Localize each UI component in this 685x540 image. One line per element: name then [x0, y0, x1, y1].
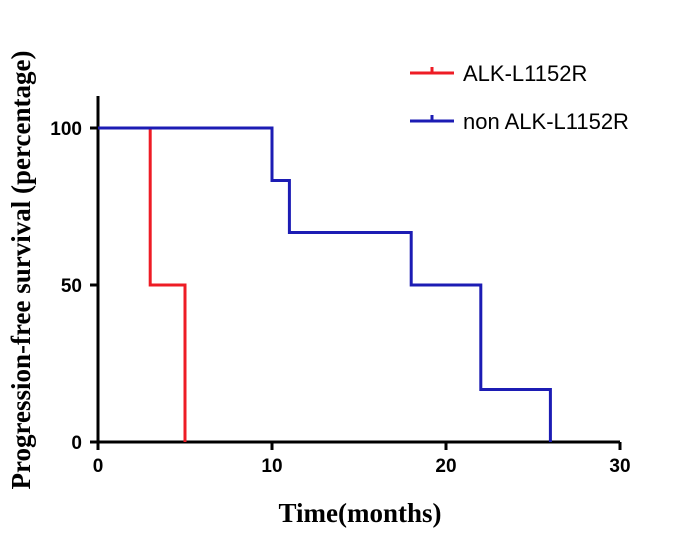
series-layer [98, 126, 552, 442]
legend: ALK-L1152R non ALK-L1152R [410, 61, 629, 134]
x-tick-label: 0 [93, 456, 104, 477]
series-line-2 [98, 126, 552, 442]
legend-label-2: non ALK-L1152R [463, 109, 629, 134]
y-tick-label: 50 [61, 276, 82, 297]
y-axis-title: Progression-free survival (percentage) [6, 51, 36, 490]
y-tick-label: 100 [50, 119, 82, 140]
series-line-1 [98, 126, 187, 442]
x-tick-label: 10 [261, 456, 282, 477]
x-tick-label: 20 [435, 456, 456, 477]
x-tick-label: 30 [609, 456, 630, 477]
ticks: 0 10 20 30 0 50 100 [50, 119, 630, 477]
legend-label-1: ALK-L1152R [463, 61, 587, 86]
x-axis-title: Time(months) [278, 498, 441, 528]
y-tick-label: 0 [71, 433, 82, 454]
